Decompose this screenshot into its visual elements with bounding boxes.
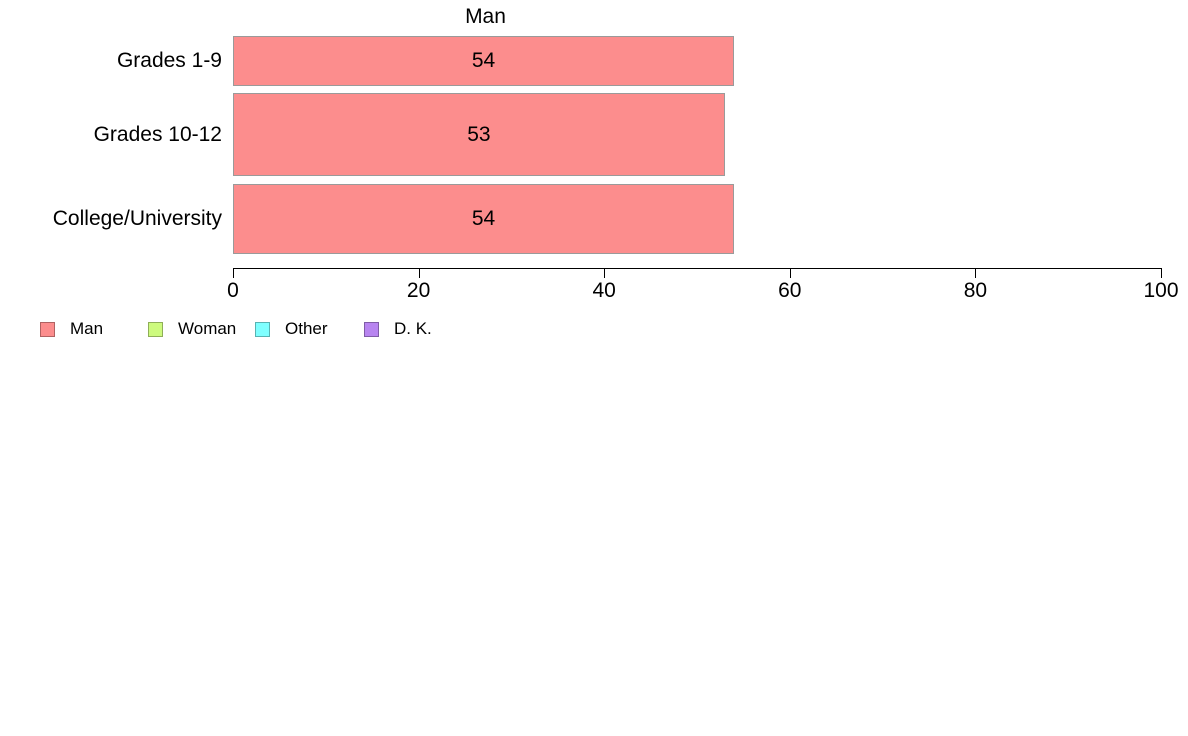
- legend-swatch: [148, 321, 163, 337]
- x-axis-tick-label: 20: [406, 279, 431, 302]
- x-axis-tick-label: 0: [227, 279, 239, 302]
- x-axis-tick: [604, 269, 606, 278]
- x-axis-tick: [233, 269, 234, 278]
- x-axis-tick: [975, 269, 977, 278]
- bar: 54: [233, 36, 735, 86]
- x-axis-line: [233, 268, 1162, 269]
- category-label: Grades 1-9: [116, 49, 222, 72]
- chart-title: Man: [465, 5, 506, 28]
- legend-item-d-k: D. K.: [364, 319, 432, 338]
- x-axis-tick-label: 40: [592, 279, 616, 302]
- bar: 53: [233, 93, 725, 176]
- category-label: Grades 10-12: [93, 122, 222, 146]
- x-axis-tick-label: 80: [963, 279, 988, 302]
- x-axis-tick: [1161, 269, 1162, 278]
- x-axis-tick: [789, 269, 791, 278]
- legend-label: Man: [70, 319, 104, 338]
- category-label: College/University: [52, 207, 222, 230]
- bar-value-label: 54: [471, 207, 496, 230]
- bar: 54: [233, 184, 735, 254]
- legend-swatch: [364, 321, 379, 337]
- bar-value-label: 54: [471, 49, 496, 72]
- legend-swatch: [255, 321, 270, 337]
- legend-label: D. K.: [394, 319, 432, 338]
- legend-swatch: [40, 321, 55, 337]
- legend-label: Other: [285, 319, 328, 338]
- x-axis-tick-label: 100: [1143, 279, 1179, 302]
- legend-label: Woman: [178, 319, 237, 338]
- legend-item-man: Man: [40, 319, 104, 338]
- x-axis-tick-label: 60: [778, 279, 802, 302]
- bar-value-label: 53: [467, 122, 491, 146]
- legend-item-other: Other: [255, 319, 328, 338]
- x-axis-tick: [418, 269, 420, 278]
- legend-item-woman: Woman: [148, 319, 237, 338]
